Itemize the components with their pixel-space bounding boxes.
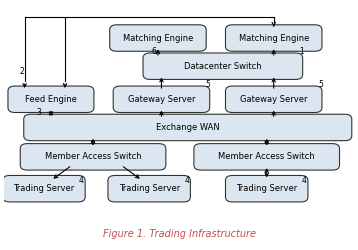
FancyBboxPatch shape [226, 86, 322, 113]
Text: Datacenter Switch: Datacenter Switch [184, 62, 262, 71]
Text: 5: 5 [205, 80, 211, 89]
FancyBboxPatch shape [226, 176, 308, 202]
FancyBboxPatch shape [194, 144, 339, 170]
Text: Trading Server: Trading Server [236, 184, 297, 193]
FancyBboxPatch shape [226, 25, 322, 51]
Text: 1: 1 [299, 47, 304, 56]
FancyBboxPatch shape [8, 86, 94, 113]
Text: 4: 4 [184, 176, 189, 185]
FancyBboxPatch shape [110, 25, 206, 51]
FancyBboxPatch shape [113, 86, 210, 113]
Text: Gateway Server: Gateway Server [128, 95, 195, 104]
Text: Trading Server: Trading Server [13, 184, 74, 193]
FancyBboxPatch shape [108, 176, 190, 202]
FancyBboxPatch shape [3, 176, 85, 202]
FancyBboxPatch shape [20, 144, 166, 170]
Text: Feed Engine: Feed Engine [25, 95, 77, 104]
Text: Member Access Switch: Member Access Switch [218, 152, 315, 161]
Text: 5: 5 [318, 80, 323, 89]
Text: Matching Engine: Matching Engine [123, 34, 193, 42]
Text: Member Access Switch: Member Access Switch [45, 152, 141, 161]
Text: 4: 4 [302, 176, 307, 185]
Text: 2: 2 [20, 66, 25, 76]
Text: Gateway Server: Gateway Server [240, 95, 308, 104]
FancyBboxPatch shape [143, 53, 303, 80]
Text: 4: 4 [79, 176, 84, 185]
Text: Exchange WAN: Exchange WAN [156, 123, 220, 132]
Text: Trading Server: Trading Server [118, 184, 180, 193]
FancyBboxPatch shape [24, 114, 352, 141]
Text: 3: 3 [37, 108, 42, 117]
Text: Matching Engine: Matching Engine [238, 34, 309, 42]
Text: Figure 1. Trading Infrastructure: Figure 1. Trading Infrastructure [102, 229, 256, 239]
Text: 6: 6 [151, 47, 156, 56]
